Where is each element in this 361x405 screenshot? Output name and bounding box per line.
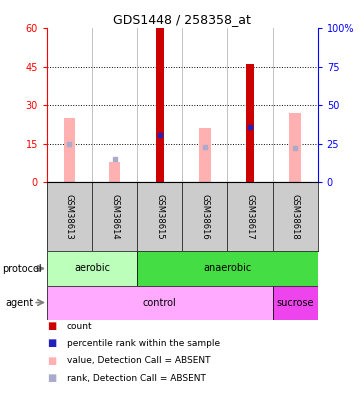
Text: GSM38618: GSM38618 — [291, 194, 300, 239]
Text: ■: ■ — [47, 339, 56, 348]
Bar — [47, 286, 273, 320]
Bar — [156, 28, 164, 182]
Bar — [290, 113, 301, 182]
Text: anaerobic: anaerobic — [203, 263, 252, 273]
Text: percentile rank within the sample: percentile rank within the sample — [67, 339, 220, 348]
Title: GDS1448 / 258358_at: GDS1448 / 258358_at — [113, 13, 251, 26]
Bar — [246, 64, 254, 182]
Text: agent: agent — [5, 298, 34, 307]
Text: GSM38613: GSM38613 — [65, 194, 74, 239]
Bar — [199, 128, 210, 182]
Bar — [137, 251, 318, 286]
Bar — [64, 118, 75, 182]
Text: sucrose: sucrose — [277, 298, 314, 308]
Text: control: control — [143, 298, 177, 308]
Text: count: count — [67, 322, 92, 330]
Text: rank, Detection Call = ABSENT: rank, Detection Call = ABSENT — [67, 374, 206, 383]
Text: GSM38617: GSM38617 — [245, 194, 255, 239]
Text: aerobic: aerobic — [74, 263, 110, 273]
Text: GSM38616: GSM38616 — [200, 194, 209, 239]
Bar — [109, 162, 120, 182]
Text: value, Detection Call = ABSENT: value, Detection Call = ABSENT — [67, 356, 210, 365]
Text: ■: ■ — [47, 373, 56, 383]
Text: GSM38615: GSM38615 — [155, 194, 164, 239]
Bar — [273, 286, 318, 320]
Text: protocol: protocol — [2, 264, 42, 273]
Bar — [47, 251, 137, 286]
Text: ■: ■ — [47, 356, 56, 366]
Text: GSM38614: GSM38614 — [110, 194, 119, 239]
Text: ■: ■ — [47, 321, 56, 331]
